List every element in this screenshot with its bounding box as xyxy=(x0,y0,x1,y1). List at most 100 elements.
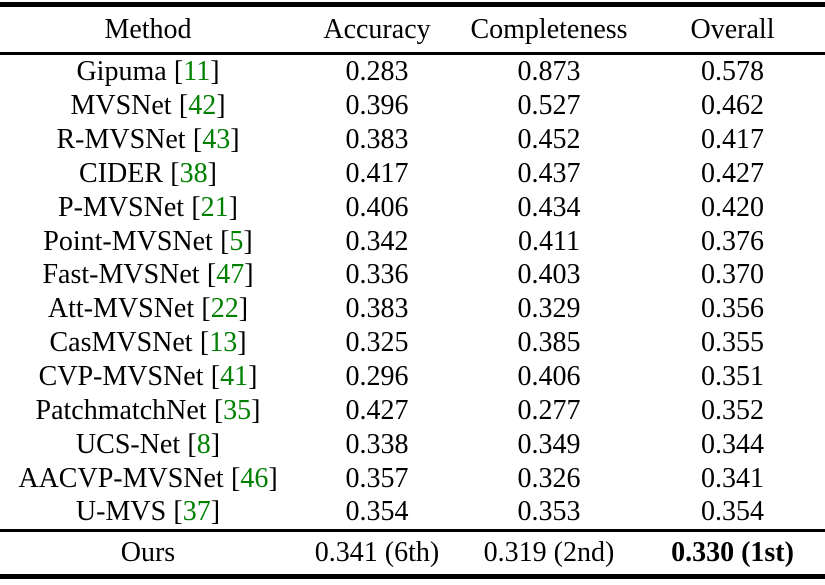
cite-close-bracket: ] xyxy=(251,394,261,426)
cite-open-bracket: [ xyxy=(206,259,217,291)
table-row: R-MVSNet [43] 0.383 0.452 0.417 xyxy=(0,123,825,157)
completeness-cell-ours: 0.319 (2nd) xyxy=(483,537,615,569)
overall-cell: 0.344 xyxy=(701,428,764,460)
completeness-cell: 0.527 xyxy=(517,90,581,122)
overall-cell: 0.370 xyxy=(701,259,764,291)
table-row: CVP-MVSNet [41] 0.296 0.406 0.351 xyxy=(0,360,825,394)
table-row: CasMVSNet [13] 0.325 0.385 0.355 xyxy=(0,326,825,360)
completeness-cell: 0.385 xyxy=(517,327,581,359)
citation-number: 37 xyxy=(182,496,211,528)
citation-number: 13 xyxy=(209,327,238,359)
completeness-cell: 0.434 xyxy=(517,191,581,223)
overall-cell: 0.420 xyxy=(701,191,764,223)
citation-number: 38 xyxy=(179,157,208,189)
accuracy-cell: 0.406 xyxy=(345,191,409,223)
citation-number: 42 xyxy=(188,90,217,122)
cite-close-bracket: ] xyxy=(237,327,247,359)
method-cell: PatchmatchNet [35] xyxy=(0,396,296,425)
method-name: CasMVSNet xyxy=(49,327,193,359)
completeness-cell: 0.349 xyxy=(517,428,581,460)
table-row: Point-MVSNet [5] 0.342 0.411 0.376 xyxy=(0,224,825,258)
method-cell: CIDER [38] xyxy=(0,159,296,188)
accuracy-cell: 0.336 xyxy=(345,259,409,291)
method-name: Gipuma xyxy=(76,56,167,88)
table-row: Gipuma [11] 0.283 0.873 0.578 xyxy=(0,55,825,89)
method-cell: P-MVSNet [21] xyxy=(0,191,296,223)
table-row: Fast-MVSNet [47] 0.336 0.403 0.370 xyxy=(0,258,825,292)
table-row: UCS-Net [8] 0.338 0.349 0.344 xyxy=(0,427,825,461)
overall-cell: 0.356 xyxy=(701,293,764,325)
method-cell-ours: Ours xyxy=(120,537,176,569)
overall-cell: 0.462 xyxy=(701,90,764,122)
cite-open-bracket: [ xyxy=(220,225,230,257)
cite-open-bracket: [ xyxy=(230,462,241,494)
cite-close-bracket: ] xyxy=(238,293,249,325)
cite-open-bracket: [ xyxy=(199,327,210,359)
accuracy-cell: 0.383 xyxy=(345,293,409,325)
citation-number: 11 xyxy=(183,56,211,88)
table-row: CIDER [38] 0.417 0.437 0.427 xyxy=(0,157,825,191)
method-cell: U-MVS [37] xyxy=(0,497,296,526)
cite-open-bracket: [ xyxy=(178,90,189,122)
method-name: Fast-MVSNet xyxy=(42,259,200,291)
citation-number: 5 xyxy=(229,225,244,257)
citation-number: 41 xyxy=(220,360,249,392)
method-cell: AACVP-MVSNet [46] xyxy=(0,462,296,494)
cite-close-bracket: ] xyxy=(244,259,254,291)
completeness-cell: 0.353 xyxy=(517,496,581,528)
accuracy-cell: 0.342 xyxy=(345,225,409,257)
citation-number: 8 xyxy=(196,428,211,460)
method-name: CVP-MVSNet xyxy=(38,360,204,392)
overall-cell: 0.341 xyxy=(701,462,764,494)
cite-close-bracket: ] xyxy=(216,90,226,122)
method-name: R-MVSNet xyxy=(56,123,186,155)
method-cell: Point-MVSNet [5] xyxy=(0,225,296,257)
accuracy-cell: 0.396 xyxy=(345,90,409,122)
accuracy-cell-ours: 0.341 (6th) xyxy=(314,537,440,569)
citation-number: 21 xyxy=(200,191,229,223)
cite-close-bracket: ] xyxy=(243,225,253,257)
cite-open-bracket: [ xyxy=(213,394,224,426)
method-cell: UCS-Net [8] xyxy=(0,428,296,460)
method-name: PatchmatchNet xyxy=(35,394,207,426)
method-name: MVSNet xyxy=(70,90,172,122)
accuracy-cell: 0.357 xyxy=(345,462,409,494)
accuracy-cell: 0.383 xyxy=(345,123,409,155)
method-cell: R-MVSNet [43] xyxy=(0,125,296,154)
cite-open-bracket: [ xyxy=(187,428,197,460)
overall-cell: 0.354 xyxy=(701,496,764,528)
overall-cell: 0.376 xyxy=(701,225,764,257)
method-name: U-MVS xyxy=(75,496,167,528)
citation-number: 35 xyxy=(223,394,252,426)
accuracy-cell: 0.296 xyxy=(345,360,409,392)
cite-close-bracket: ] xyxy=(268,462,278,494)
method-cell: Att-MVSNet [22] xyxy=(0,294,296,323)
completeness-cell: 0.411 xyxy=(518,225,580,257)
method-name: AACVP-MVSNet xyxy=(18,462,224,494)
table-row: U-MVS [37] 0.354 0.353 0.354 xyxy=(0,495,825,529)
overall-cell: 0.417 xyxy=(701,123,764,155)
cite-open-bracket: [ xyxy=(210,360,221,392)
cite-close-bracket: ] xyxy=(230,123,240,155)
cite-close-bracket: ] xyxy=(210,496,221,528)
cite-close-bracket: ] xyxy=(210,428,221,460)
top-rule xyxy=(0,2,825,7)
table-header-row: Method Accuracy Completeness Overall xyxy=(0,7,825,52)
table-row: PatchmatchNet [35] 0.427 0.277 0.352 xyxy=(0,394,825,428)
completeness-cell: 0.403 xyxy=(517,259,581,291)
table-footer-row: Ours 0.341 (6th) 0.319 (2nd) 0.330 (1st) xyxy=(0,532,825,574)
overall-cell: 0.351 xyxy=(701,360,764,392)
cite-open-bracket: [ xyxy=(192,123,203,155)
cite-open-bracket: [ xyxy=(173,56,184,88)
method-cell: Gipuma [11] xyxy=(0,57,296,86)
cite-open-bracket: [ xyxy=(201,293,211,325)
method-name: Point-MVSNet xyxy=(43,225,213,257)
completeness-cell: 0.277 xyxy=(517,394,581,426)
header-rule xyxy=(0,52,825,55)
table-row: P-MVSNet [21] 0.406 0.434 0.420 xyxy=(0,190,825,224)
accuracy-cell: 0.283 xyxy=(345,56,409,88)
overall-cell: 0.355 xyxy=(701,327,764,359)
accuracy-cell: 0.427 xyxy=(345,394,409,426)
cite-open-bracket: [ xyxy=(191,191,201,223)
completeness-cell: 0.326 xyxy=(517,462,581,494)
